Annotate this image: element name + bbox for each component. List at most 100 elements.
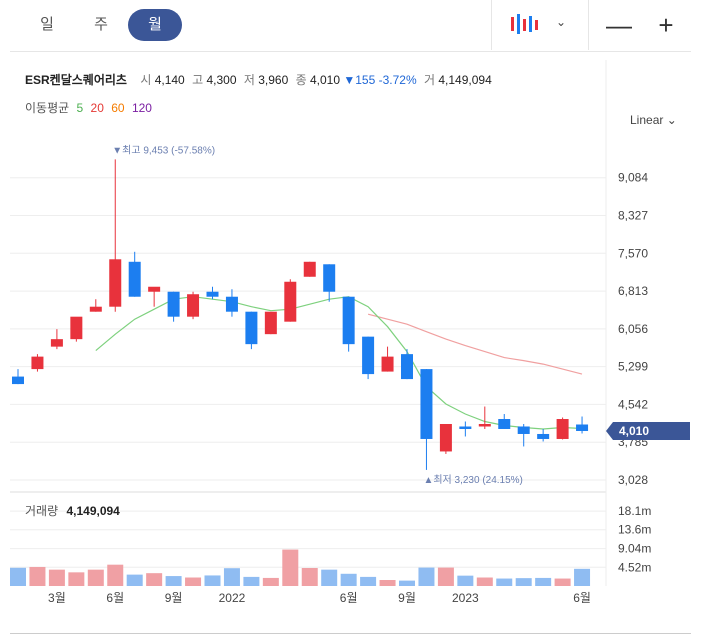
volume-bar (554, 578, 571, 586)
candle-body (362, 336, 375, 375)
chevron-down-icon: ⌄ (556, 15, 567, 29)
candle-body (128, 261, 141, 297)
close-value: 4,010 (310, 73, 341, 87)
candle-body (342, 296, 355, 345)
volume-bar (321, 569, 338, 586)
ma-120-period: 120 (131, 101, 152, 115)
period-selector: 일 주 월 (20, 9, 182, 41)
x-tick-label: 6월 (340, 591, 358, 605)
close-label: 종 (295, 73, 307, 87)
divider (10, 51, 691, 52)
candle-body (517, 426, 530, 434)
volume-bar (437, 567, 454, 586)
volume-bar (418, 567, 435, 586)
candlestick-icon (511, 14, 538, 34)
price-tick-label: 6,813 (618, 284, 648, 298)
period-month-button[interactable]: 월 (128, 9, 182, 41)
min-price-annotation: ▲최저 3,230 (24.15%) (423, 474, 522, 486)
volume-bar (223, 568, 240, 586)
volume-bar (107, 564, 124, 586)
volume-bar (379, 579, 396, 586)
volume-bar (87, 569, 104, 586)
candle-body (537, 433, 550, 439)
volume-legend-value: 4,149,094 (66, 504, 120, 518)
volume-bar (476, 577, 493, 586)
volume-bar (185, 577, 202, 586)
price-tick-label: 8,327 (618, 209, 648, 223)
candle-body (148, 286, 161, 292)
candle-body (187, 294, 200, 317)
x-tick-label: 2022 (219, 591, 246, 605)
candle-body (420, 369, 433, 439)
volume-bar (68, 572, 85, 586)
price-info: ESR켄달스퀘어리츠 시 4,140 고 4,300 저 3,960 종 4,0… (25, 71, 492, 88)
candle-body (381, 356, 394, 372)
volume-bar (535, 577, 552, 586)
volume-bar (262, 577, 279, 586)
ma-5-period: 5 (76, 101, 84, 115)
scale-mode-selector[interactable]: Linear ⌄ (630, 113, 677, 127)
period-week-button[interactable]: 주 (94, 16, 108, 33)
candle-body (459, 426, 472, 429)
volume-bar (496, 578, 513, 586)
price-tick-label: 4,542 (618, 397, 648, 411)
price-tick-label: 9,084 (618, 171, 648, 185)
open-label: 시 (140, 73, 152, 87)
high-label: 고 (192, 73, 204, 87)
candle-body (109, 259, 122, 307)
candle-body (245, 311, 258, 345)
chevron-down-icon: ⌄ (666, 113, 677, 127)
candle-body (31, 356, 44, 370)
candle-body (225, 296, 238, 312)
candle-body (303, 261, 316, 277)
volume-tick-label: 18.1m (618, 504, 651, 518)
x-tick-label: 3월 (48, 591, 66, 605)
volume-legend: 거래량 4,149,094 (25, 502, 120, 519)
candle-body (12, 376, 24, 385)
candle-body (89, 306, 102, 312)
open-value: 4,140 (154, 73, 185, 87)
candle-body (556, 419, 569, 439)
volume-bar (301, 567, 318, 586)
volume-bar (29, 566, 46, 586)
period-day-button[interactable]: 일 (40, 16, 54, 33)
volume-bar (48, 569, 65, 586)
chart-type-selector[interactable]: ⌄ (491, 0, 589, 50)
volume-tick-label: 13.6m (618, 523, 651, 537)
volume-bar (282, 549, 299, 586)
volume-value: 4,149,094 (438, 73, 492, 87)
divider (10, 633, 691, 634)
candle-body (401, 354, 413, 380)
volume-bar (399, 580, 415, 586)
zoom-out-button[interactable]: — (606, 10, 632, 40)
volume-label: 거 (423, 73, 436, 87)
candle-body (576, 424, 589, 431)
x-tick-label: 6월 (573, 591, 591, 605)
x-tick-label: 9월 (398, 591, 416, 605)
volume-bar (340, 573, 357, 586)
candle-body (439, 423, 452, 452)
current-price-badge (606, 421, 690, 440)
volume-legend-label: 거래량 (25, 504, 59, 518)
volume-bar (457, 575, 474, 586)
volume-bar (360, 576, 377, 586)
candle-body (478, 423, 491, 427)
volume-bar (10, 567, 26, 586)
price-tick-label: 6,056 (618, 322, 648, 336)
candle-body (70, 316, 83, 340)
top-toolbar: 일 주 월 ⌄ — + (0, 0, 703, 52)
ma20-line (367, 313, 583, 375)
volume-tick-label: 4.52m (618, 560, 651, 574)
stock-name: ESR켄달스퀘어리츠 (25, 73, 127, 87)
price-tick-label: 5,299 (618, 360, 648, 374)
max-price-annotation: ▼최고 9,453 (-57.58%) (112, 144, 215, 156)
scale-mode-label: Linear (630, 113, 664, 127)
x-tick-label: 9월 (165, 591, 183, 605)
candle-body (284, 281, 297, 322)
zoom-in-button[interactable]: + (658, 10, 674, 40)
x-tick-label: 2023 (452, 591, 479, 605)
volume-bar (165, 576, 182, 586)
candle-body (167, 291, 180, 317)
high-value: 4,300 (206, 73, 237, 87)
ma-20-period: 20 (90, 101, 104, 115)
